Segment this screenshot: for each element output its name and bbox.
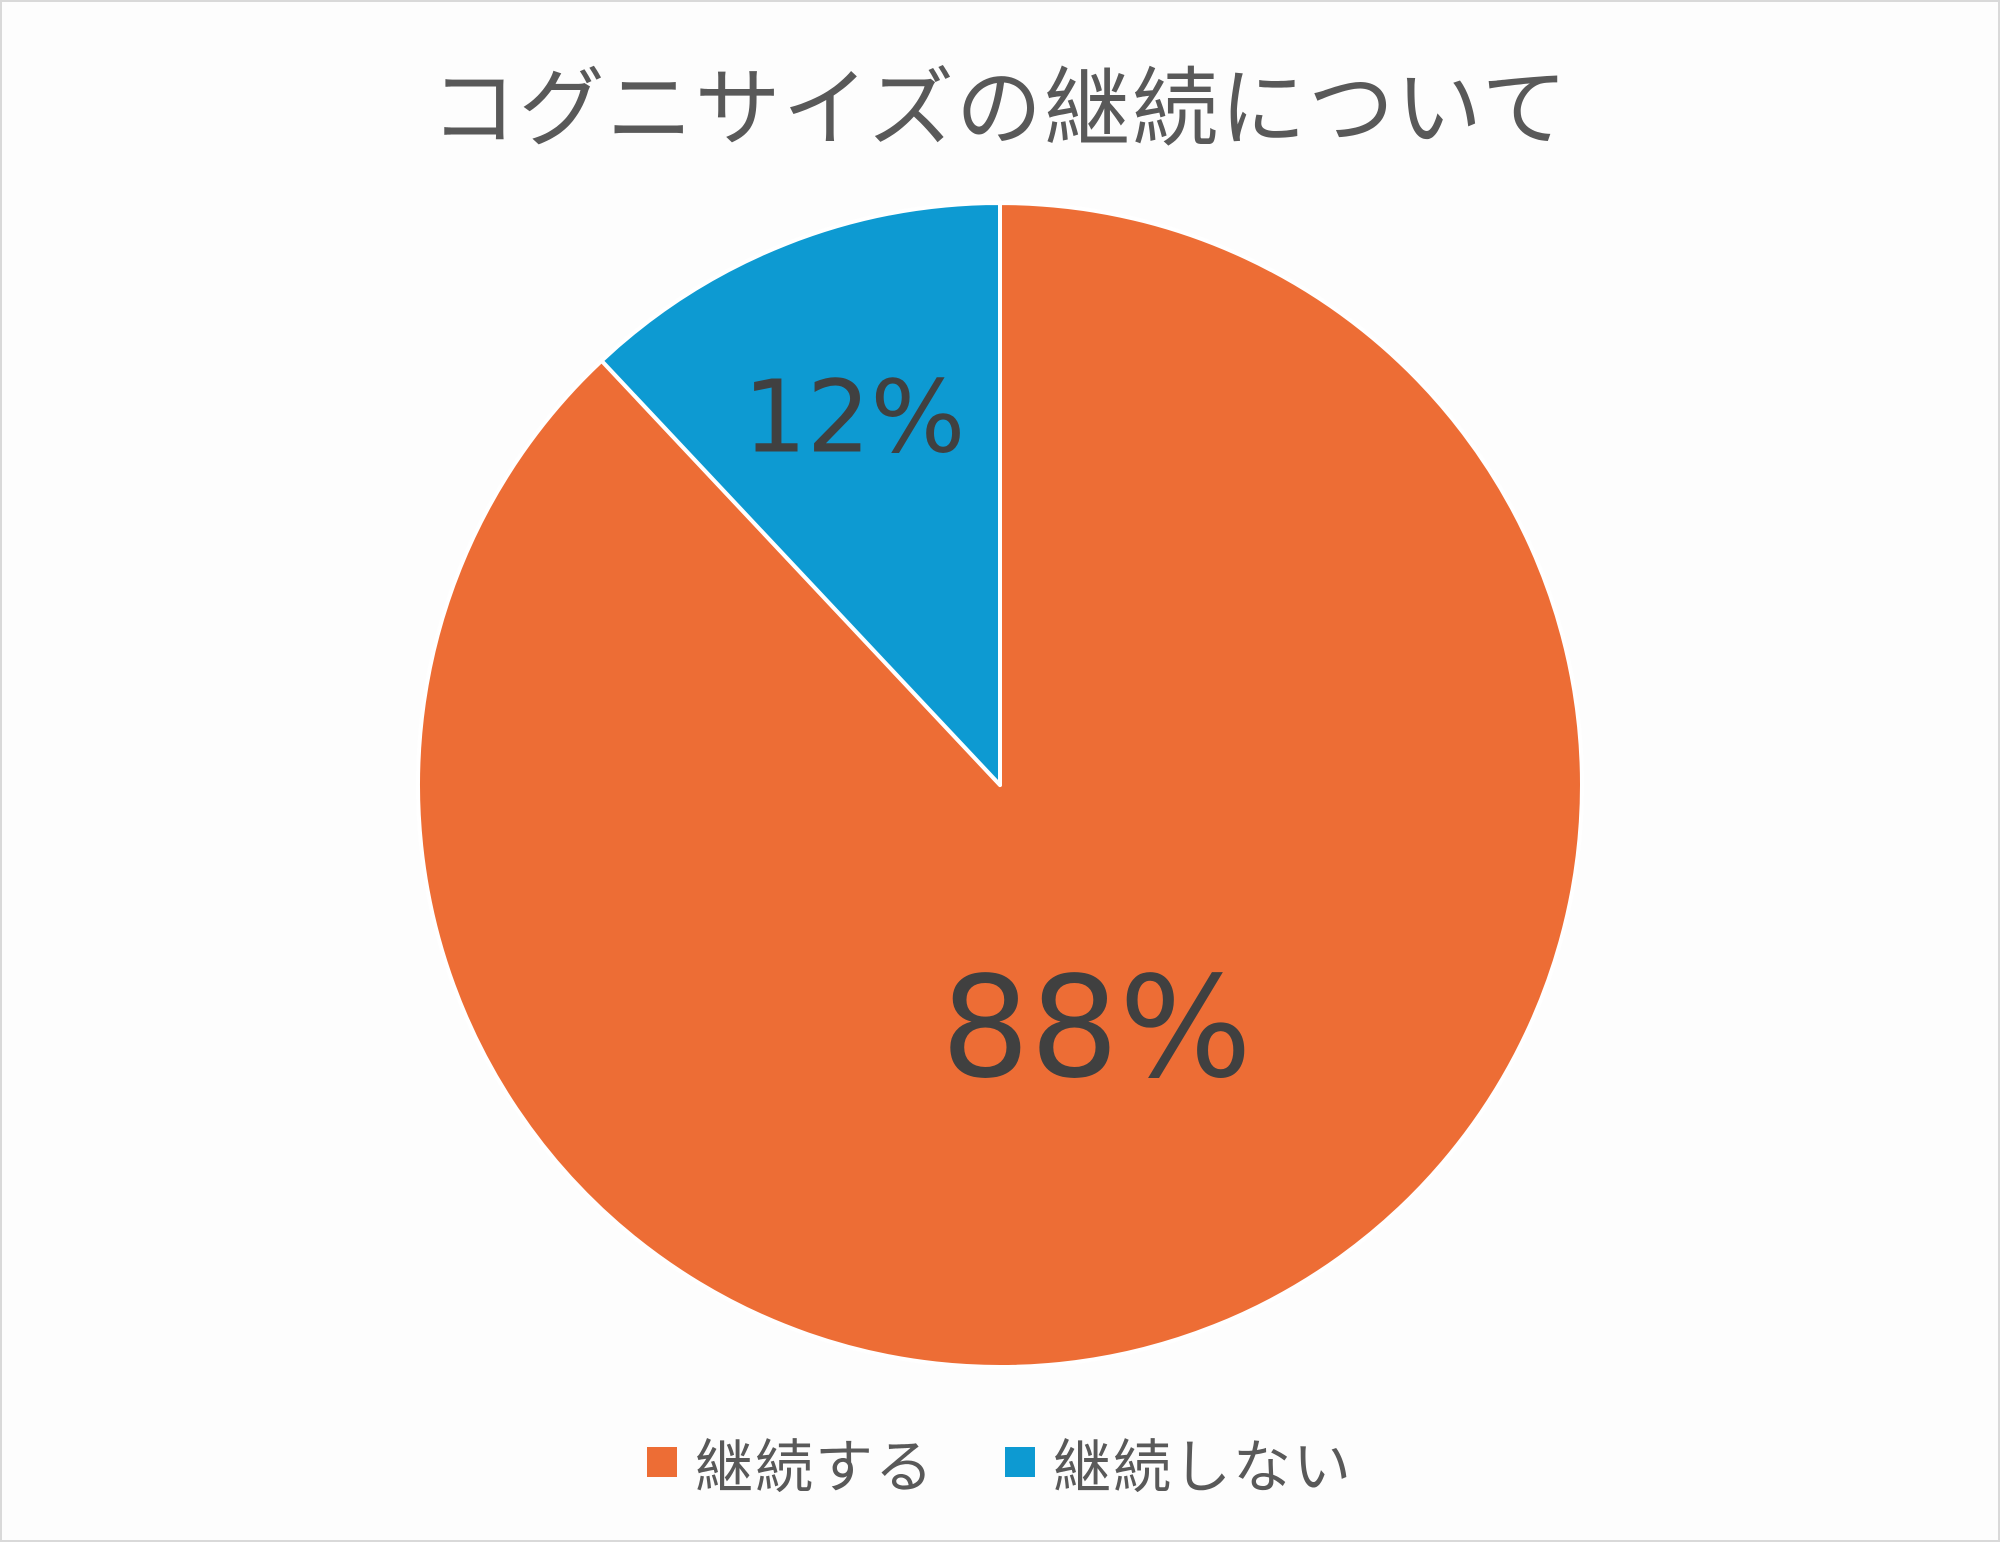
legend-label-continue: 継続する	[694, 1433, 935, 1501]
legend-swatch-not-continue	[1005, 1447, 1035, 1477]
legend-label-not-continue: 継続しない	[1053, 1433, 1354, 1501]
data-label-continue: 88%	[941, 947, 1252, 1110]
pie-slice-continue	[416, 201, 1584, 1369]
pie-slice-not-continue	[599, 201, 1002, 787]
data-label-not-continue: 12%	[743, 359, 965, 476]
legend-swatch-continue	[646, 1447, 677, 1477]
legend-item-not-continue: 継続しない	[1005, 1420, 1353, 1504]
chart-title: コグニサイズの継続について	[430, 59, 1570, 159]
legend-item-continue: 継続する	[646, 1420, 935, 1504]
legend: 継続する 継続しない	[0, 1420, 2000, 1504]
